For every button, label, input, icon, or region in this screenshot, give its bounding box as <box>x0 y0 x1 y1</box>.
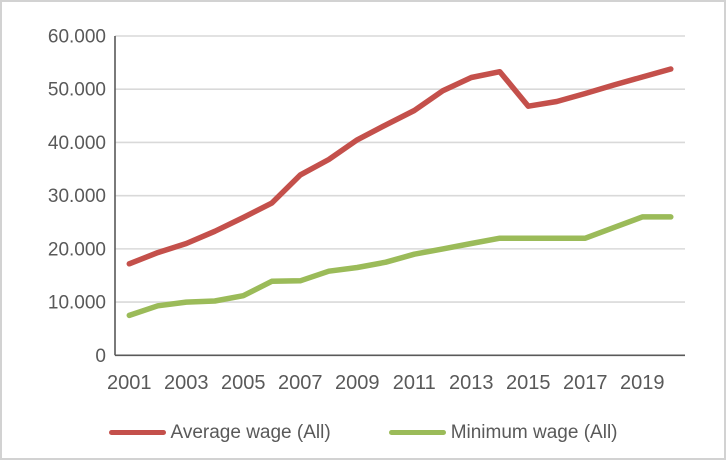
x-axis-label: 2011 <box>393 372 436 394</box>
y-axis-label: 60.000 <box>48 27 106 48</box>
x-axis-label: 2017 <box>563 372 608 394</box>
legend-item-minimum-wage[interactable]: Minimum wage (All) <box>388 422 618 443</box>
x-axis-label: 2015 <box>506 372 551 394</box>
y-axis-label: 20.000 <box>48 239 106 260</box>
x-axis-label: 2007 <box>278 372 323 394</box>
chart-legend: Average wage (All) Minimum wage (All) <box>2 423 724 442</box>
x-axis-label: 2001 <box>107 372 152 394</box>
x-axis-label: 2009 <box>335 372 380 394</box>
average-wage-legend-swatch <box>108 430 166 435</box>
x-axis-label: 2005 <box>221 372 266 394</box>
y-axis-label: 0 <box>95 346 106 367</box>
y-axis-label: 30.000 <box>48 186 106 207</box>
legend-item-average-wage[interactable]: Average wage (All) <box>108 422 331 443</box>
x-axis-label: 2019 <box>620 372 665 394</box>
average-wage-line <box>126 66 674 267</box>
minimum-wage-legend-swatch <box>388 430 446 435</box>
minimum-wage-legend-label: Minimum wage (All) <box>450 422 618 443</box>
x-axis-label: 2003 <box>164 372 209 394</box>
x-axis-label: 2013 <box>449 372 494 394</box>
average-wage-legend-label: Average wage (All) <box>170 422 331 443</box>
y-axis-label: 50.000 <box>48 80 106 101</box>
y-axis-label: 40.000 <box>48 133 106 154</box>
y-axis-label: 10.000 <box>48 293 106 314</box>
minimum-wage-line <box>126 214 674 319</box>
